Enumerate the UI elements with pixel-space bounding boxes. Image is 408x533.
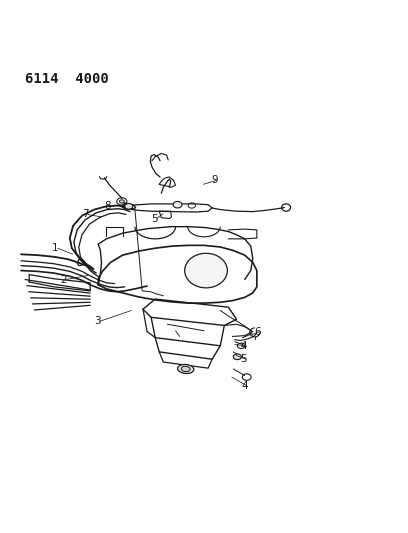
Text: 5: 5 [241, 354, 247, 364]
Text: 4: 4 [242, 381, 248, 391]
Ellipse shape [233, 354, 242, 360]
Text: 2: 2 [60, 274, 67, 285]
Text: 6114  4000: 6114 4000 [25, 72, 109, 86]
Text: 9: 9 [211, 175, 218, 185]
Text: 8: 8 [104, 201, 111, 211]
Text: 3: 3 [94, 317, 101, 326]
Text: 7: 7 [82, 209, 89, 220]
Text: 4: 4 [241, 341, 247, 351]
Ellipse shape [177, 365, 194, 374]
Ellipse shape [125, 204, 133, 209]
Ellipse shape [120, 200, 124, 203]
Text: 1: 1 [52, 243, 59, 253]
Text: 6: 6 [254, 327, 261, 336]
Ellipse shape [173, 201, 182, 208]
Ellipse shape [181, 366, 190, 372]
Ellipse shape [185, 253, 227, 288]
Text: 5: 5 [151, 214, 158, 223]
